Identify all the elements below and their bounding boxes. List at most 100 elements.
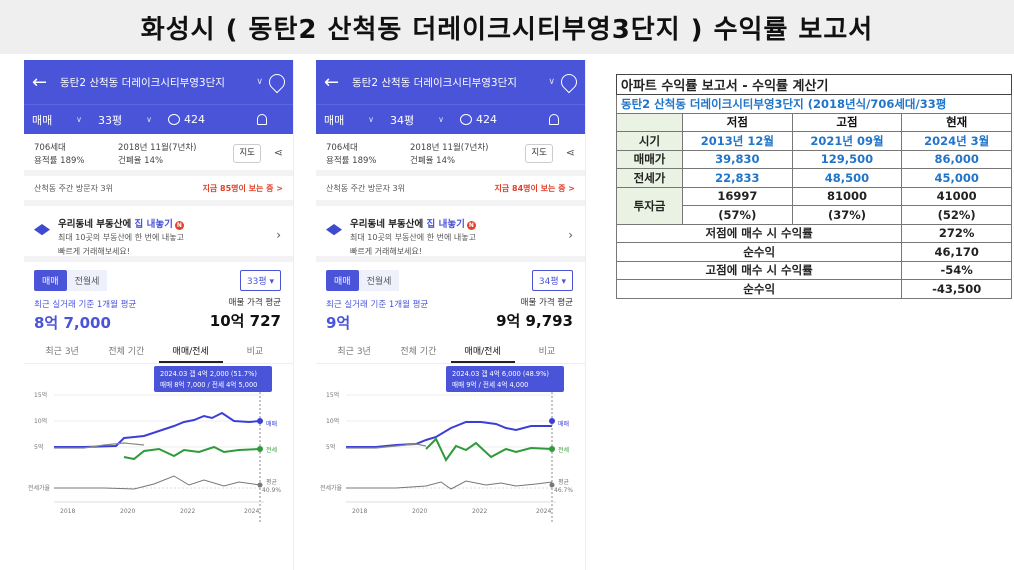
floor-area-ratio: 용적률 189%: [326, 156, 377, 166]
calc-cell: 48,500: [791, 168, 903, 188]
avg-price-value: 8억 7,000: [34, 314, 111, 332]
yield-calculator: 아파트 수익률 보고서 - 수익률 계산기 동탄2 산척동 더레이크시티부영3단…: [615, 74, 1012, 299]
back-arrow-icon[interactable]: ←: [32, 71, 48, 93]
x-tick-label: 2020: [120, 508, 135, 515]
chevron-down-icon: ∨: [76, 115, 82, 124]
listing-promo[interactable]: 우리동네 부동산에 집 내놓기 N 최대 10곳의 부동산에 한 번에 내놓고 빠…: [24, 206, 293, 262]
comments-button[interactable]: 424: [160, 105, 230, 134]
top-nav-bar: ← 동탄2 산척동 더레이크시티부영3단지 ∨: [24, 60, 293, 104]
calc-invest-label: 투자금: [616, 186, 683, 225]
size-select[interactable]: 33평 ∨: [90, 105, 160, 134]
promo-title-text: 우리동네 부동산에: [350, 219, 427, 230]
calc-invest-amount: 41000: [901, 186, 1012, 206]
calc-cell: 2013년 12월: [682, 131, 793, 151]
sale-end-dot: [549, 418, 555, 424]
calc-cell: 39,830: [682, 149, 793, 169]
calc-cell: 45,000: [901, 168, 1012, 188]
avg-tag: 평균: [558, 478, 570, 486]
alert-button[interactable]: [230, 105, 293, 134]
size-select[interactable]: 34평 ∨: [382, 105, 452, 134]
tab-sale-rent[interactable]: 매매/전세: [450, 342, 515, 363]
listing-promo[interactable]: 우리동네 부동산에 집 내놓기 N 최대 10곳의 부동산에 한 번에 내놓고 빠…: [316, 206, 585, 262]
tab-all-period[interactable]: 전체 기간: [400, 347, 437, 357]
floor-area-ratio: 용적률 189%: [34, 156, 85, 166]
filter-bar: 매매 ∨ 34평 ∨ 424: [316, 104, 585, 134]
tab-recent-3y[interactable]: 최근 3년: [45, 347, 79, 357]
map-button[interactable]: 지도: [525, 144, 553, 163]
location-pin-icon[interactable]: [557, 70, 581, 94]
chat-bubble-icon: [460, 114, 472, 125]
filter-bar: 매매 ∨ 33평 ∨ 424: [24, 104, 293, 134]
calc-cell: 86,000: [901, 149, 1012, 169]
calc-summary-label: 순수익: [615, 242, 903, 262]
share-icon[interactable]: ⋖: [565, 146, 575, 159]
calc-summary-value: -43,500: [901, 279, 1012, 299]
promo-title-highlight: 집 내놓기: [426, 219, 465, 230]
comments-button[interactable]: 424: [452, 105, 522, 134]
trade-type-select[interactable]: 매매 ∨: [316, 105, 382, 134]
new-badge: N: [466, 221, 476, 230]
tab-recent-3y[interactable]: 최근 3년: [337, 347, 371, 357]
price-chart[interactable]: 15억 10억 5억 전세가율 2024.03 갭 4억 6,000 (48.9…: [316, 364, 585, 534]
calc-cell: 22,833: [682, 168, 793, 188]
bell-icon: [256, 114, 267, 125]
tooltip-gap: 2024.03 갭 4억 2,000 (51.7%): [160, 370, 257, 378]
calc-table: 아파트 수익률 보고서 - 수익률 계산기 동탄2 산척동 더레이크시티부영3단…: [615, 74, 1012, 299]
avg-price-label: 최근 실거래 기준 1개월 평균: [34, 300, 137, 310]
viewing-now: 지금 85명이 보는 중 >: [202, 183, 284, 193]
x-tick-label: 2020: [412, 508, 427, 515]
built-date: 2018년 11월(7년차): [410, 143, 489, 153]
listing-price-value: 9억 9,793: [496, 312, 573, 330]
listing-price-label: 매물 가격 평균: [228, 298, 281, 308]
calc-summary-label: 저점에 매수 시 수익률: [615, 223, 903, 243]
y-tick-label: 15억: [34, 391, 47, 399]
app-screenshot-33py: ← 동탄2 산척동 더레이크시티부영3단지 ∨ 매매 ∨ 33평 ∨ 424 706…: [24, 60, 294, 570]
x-tick-label: 2022: [472, 508, 487, 515]
comment-count: 424: [476, 113, 497, 126]
calc-row-label: 전세가: [616, 168, 683, 188]
calc-invest-amount: 81000: [791, 186, 903, 206]
tab-sale[interactable]: 매매: [326, 270, 359, 291]
x-tick-label: 2018: [352, 508, 367, 515]
visitor-banner[interactable]: 산척동 주간 방문자 3위 지금 85명이 보는 중 >: [24, 176, 293, 206]
size-dropdown[interactable]: 34평 ▾: [531, 270, 573, 291]
chevron-down-icon[interactable]: ∨: [256, 77, 263, 87]
alert-button[interactable]: [522, 105, 585, 134]
sale-price-line: [346, 421, 552, 448]
calc-title: 아파트 수익률 보고서 - 수익률 계산기: [616, 74, 1012, 95]
chart-tabs: 최근 3년 전체 기간 매매/전세 비교: [316, 342, 585, 364]
y-tick-label: 10억: [34, 417, 47, 425]
x-tick-label: 2024: [536, 508, 551, 515]
visitor-banner[interactable]: 산척동 주간 방문자 3위 지금 84명이 보는 중 >: [316, 176, 585, 206]
calc-header-low: 저점: [682, 112, 793, 132]
calc-summary-value: 272%: [901, 223, 1012, 243]
calc-header-now: 현재: [901, 112, 1012, 132]
map-button[interactable]: 지도: [233, 144, 261, 163]
share-icon[interactable]: ⋖: [273, 146, 283, 159]
tab-sale[interactable]: 매매: [34, 270, 67, 291]
tab-all-period[interactable]: 전체 기간: [108, 347, 145, 357]
tab-rent[interactable]: 전월세: [358, 270, 400, 291]
chevron-down-icon[interactable]: ∨: [548, 77, 555, 87]
tab-rent[interactable]: 전월세: [66, 270, 108, 291]
tab-sale-rent[interactable]: 매매/전세: [158, 342, 223, 363]
sale-price-line: [54, 411, 261, 448]
back-arrow-icon[interactable]: ←: [324, 71, 340, 93]
y-tick-label: 15억: [326, 391, 339, 399]
trade-type-select[interactable]: 매매 ∨: [24, 105, 90, 134]
tab-compare[interactable]: 비교: [538, 347, 556, 357]
calc-invest-amount: 16997: [682, 186, 793, 206]
y-tick-label: 5억: [34, 443, 43, 451]
apartment-name[interactable]: 동탄2 산척동 더레이크시티부영3단지: [352, 76, 517, 89]
apartment-name[interactable]: 동탄2 산척동 더레이크시티부영3단지: [60, 76, 225, 89]
chevron-down-icon: ∨: [368, 115, 374, 124]
promo-desc: 최대 10곳의 부동산에 한 번에 내놓고: [58, 233, 184, 242]
size-dropdown[interactable]: 33평 ▾: [239, 270, 281, 291]
price-chart[interactable]: 15억 10억 5억 전세가율 2024.03 갭 4억 2,000 (51.7…: [24, 364, 293, 534]
location-pin-icon[interactable]: [265, 70, 289, 94]
calc-invest-pct: (52%): [901, 205, 1012, 225]
built-date: 2018년 11월(7년차): [118, 143, 197, 153]
tab-compare[interactable]: 비교: [246, 347, 264, 357]
price-chart-svg: 15억 10억 5억 전세가율 2024.03 갭 4억 2,000 (51.7…: [28, 366, 281, 524]
rent-price-line: [425, 437, 553, 462]
